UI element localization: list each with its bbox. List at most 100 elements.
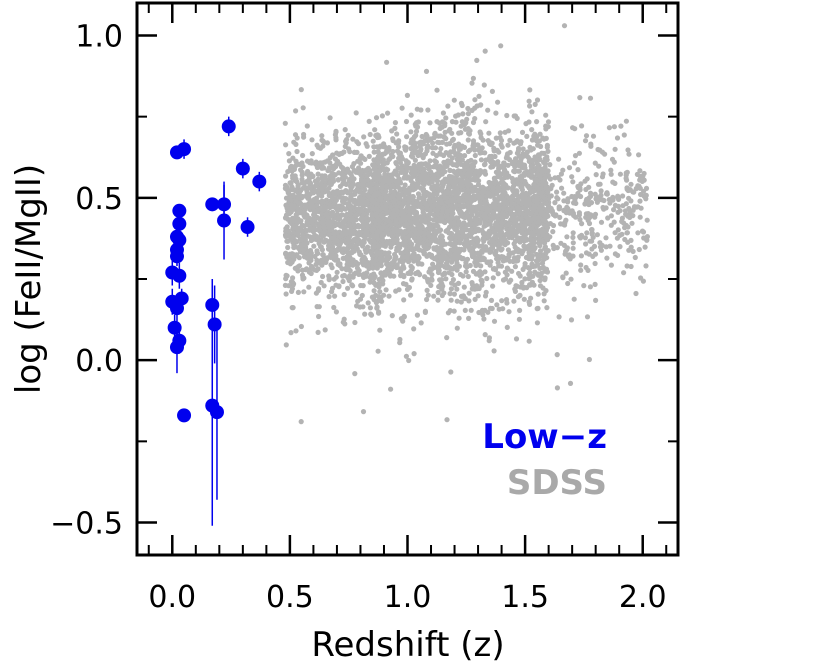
- sdss-point: [335, 158, 341, 164]
- low-z-point: [209, 405, 224, 420]
- sdss-point: [377, 289, 383, 295]
- sdss-point: [615, 209, 621, 215]
- sdss-point: [290, 305, 296, 311]
- sdss-point: [331, 166, 337, 172]
- sdss-point: [342, 127, 348, 133]
- sdss-point: [454, 298, 460, 304]
- sdss-point: [366, 183, 372, 189]
- sdss-point: [351, 199, 357, 205]
- sdss-point: [427, 266, 433, 272]
- sdss-point: [442, 169, 448, 175]
- sdss-point: [340, 273, 346, 279]
- sdss-point: [443, 163, 449, 169]
- sdss-point: [375, 132, 381, 139]
- sdss-point: [409, 254, 415, 260]
- sdss-point: [289, 288, 295, 294]
- sdss-point: [382, 250, 388, 256]
- sdss-point: [302, 214, 308, 220]
- sdss-point: [283, 142, 289, 148]
- sdss-point: [527, 87, 533, 93]
- sdss-point: [351, 167, 357, 173]
- sdss-point: [560, 167, 566, 173]
- sdss-point: [539, 260, 546, 266]
- sdss-point: [455, 280, 462, 286]
- sdss-point: [286, 151, 292, 157]
- sdss-point: [296, 255, 302, 261]
- sdss-point: [635, 230, 641, 236]
- sdss-point: [392, 120, 398, 126]
- sdss-point: [578, 193, 584, 200]
- sdss-point: [437, 218, 443, 224]
- sdss-point: [491, 348, 497, 354]
- sdss-point: [341, 291, 347, 298]
- sdss-point: [392, 125, 398, 131]
- sdss-point: [493, 179, 499, 185]
- sdss-point: [324, 188, 330, 194]
- sdss-point: [385, 264, 392, 270]
- sdss-point: [547, 162, 553, 168]
- sdss-point: [329, 289, 335, 295]
- sdss-point: [538, 270, 545, 276]
- sdss-point: [584, 230, 590, 236]
- sdss-point: [289, 184, 295, 190]
- sdss-point: [311, 207, 317, 213]
- sdss-point: [478, 135, 484, 141]
- sdss-point: [593, 297, 599, 303]
- sdss-point: [304, 171, 310, 177]
- sdss-point: [444, 265, 450, 271]
- sdss-point: [556, 314, 562, 320]
- sdss-point: [595, 146, 601, 153]
- sdss-point: [339, 189, 345, 195]
- sdss-point: [293, 162, 299, 168]
- sdss-point: [585, 267, 591, 273]
- sdss-point: [490, 275, 496, 281]
- sdss-point: [284, 186, 290, 192]
- sdss-point: [413, 150, 419, 156]
- sdss-point: [473, 255, 479, 261]
- sdss-point: [362, 247, 368, 253]
- sdss-point: [639, 228, 646, 234]
- sdss-point: [518, 176, 524, 182]
- sdss-point: [473, 262, 479, 269]
- sdss-point: [418, 320, 424, 326]
- sdss-point: [341, 219, 347, 225]
- sdss-point: [600, 204, 606, 211]
- sdss-point: [295, 289, 301, 295]
- sdss-point: [403, 353, 409, 359]
- sdss-point: [384, 227, 390, 233]
- sdss-point: [549, 208, 555, 214]
- sdss-point: [489, 88, 495, 94]
- sdss-point: [364, 270, 370, 276]
- sdss-point: [360, 180, 366, 186]
- sdss-point: [462, 126, 468, 132]
- sdss-point: [572, 153, 579, 159]
- sdss-point: [545, 248, 551, 254]
- sdss-point: [505, 185, 511, 191]
- sdss-point: [388, 222, 394, 228]
- sdss-point: [294, 231, 300, 237]
- sdss-point: [618, 123, 624, 129]
- sdss-point: [467, 147, 473, 153]
- sdss-point: [321, 283, 327, 289]
- sdss-point: [543, 123, 549, 129]
- sdss-point: [471, 143, 477, 149]
- sdss-point: [520, 266, 526, 272]
- sdss-point: [399, 265, 405, 271]
- sdss-point: [435, 297, 441, 303]
- sdss-point: [309, 137, 315, 143]
- sdss-point: [283, 250, 289, 256]
- sdss-point: [530, 237, 536, 243]
- sdss-point: [571, 296, 577, 302]
- sdss-point: [427, 198, 433, 204]
- sdss-point: [598, 219, 605, 225]
- sdss-point: [474, 283, 480, 289]
- sdss-point: [424, 287, 430, 293]
- sdss-point: [475, 206, 481, 212]
- sdss-point: [454, 267, 460, 273]
- sdss-point: [561, 190, 567, 196]
- sdss-point: [472, 97, 478, 103]
- sdss-point: [516, 316, 523, 322]
- sdss-point: [286, 283, 292, 289]
- sdss-point: [453, 215, 460, 221]
- sdss-point: [537, 131, 543, 137]
